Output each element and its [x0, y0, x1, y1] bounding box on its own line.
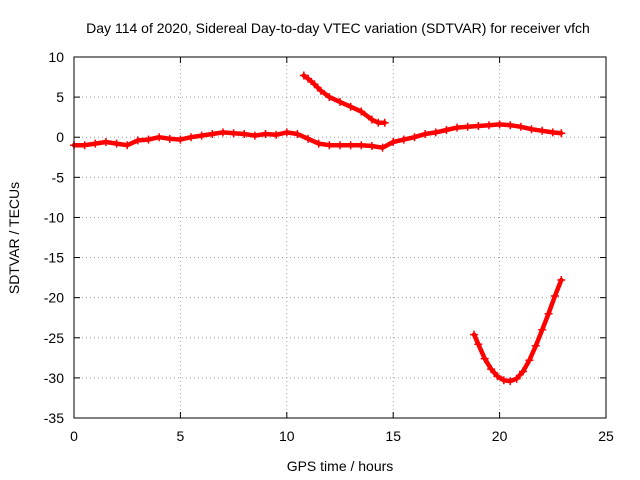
- series-band: [471, 277, 564, 384]
- data-point: [506, 121, 515, 130]
- y-tick-label: -30: [44, 370, 64, 386]
- data-point: [293, 130, 302, 139]
- data-point: [346, 141, 355, 150]
- y-tick-label: -20: [44, 290, 64, 306]
- data-point: [155, 133, 164, 142]
- data-point: [367, 142, 376, 151]
- data-point: [525, 356, 534, 365]
- data-point: [538, 126, 547, 135]
- data-point: [325, 141, 334, 150]
- data-point: [538, 325, 547, 334]
- data-point: [346, 102, 355, 111]
- data-point: [272, 130, 281, 139]
- data-point: [512, 374, 521, 383]
- data-point: [336, 141, 344, 150]
- data-point: [187, 133, 196, 142]
- y-tick-label: 10: [48, 49, 64, 65]
- y-tick-label: 5: [56, 89, 64, 105]
- data-point: [453, 123, 462, 132]
- data-point: [442, 126, 451, 135]
- data-point: [519, 367, 528, 376]
- data-point: [410, 133, 419, 142]
- data-point: [421, 130, 430, 139]
- data-point: [282, 128, 291, 137]
- data-point: [487, 365, 496, 374]
- x-tick-label: 10: [279, 428, 295, 444]
- x-tick-label: 20: [492, 428, 508, 444]
- data-point: [304, 134, 313, 143]
- data-point: [299, 71, 308, 80]
- data-point: [389, 138, 398, 147]
- data-point: [197, 131, 206, 140]
- data-point: [208, 130, 217, 139]
- data-point: [80, 141, 89, 150]
- data-point: [325, 93, 334, 102]
- data-point: [144, 135, 153, 144]
- data-point: [380, 118, 389, 127]
- axis-ticks: 0 5 10 15 20 25 -35 -30 -25 -20 -15 -10 -5 0 5 10: [44, 49, 614, 444]
- data-point: [357, 107, 366, 116]
- x-axis-label: GPS time / hours: [287, 458, 394, 474]
- x-tick-label: 15: [385, 428, 401, 444]
- y-tick-label: -35: [44, 410, 64, 426]
- data-point: [527, 125, 536, 134]
- y-tick-label: -25: [44, 330, 64, 346]
- series-upper-arc: [299, 71, 389, 127]
- data-point: [316, 86, 325, 95]
- data-point: [557, 276, 566, 285]
- data-point: [91, 139, 100, 148]
- x-tick-label: 25: [598, 428, 614, 444]
- data-point: [516, 122, 525, 131]
- data-point: [123, 141, 132, 150]
- data-point: [314, 139, 323, 148]
- data-point: [357, 141, 366, 150]
- data-point: [431, 128, 440, 137]
- data-point: [480, 354, 489, 363]
- data-point: [495, 120, 504, 129]
- data-point: [165, 134, 174, 143]
- chart-title: Day 114 of 2020, Sidereal Day-to-day VTE…: [86, 20, 590, 36]
- data-series: [70, 71, 566, 386]
- x-tick-label: 5: [177, 428, 185, 444]
- data-point: [218, 128, 227, 137]
- data-point: [250, 131, 259, 140]
- data-point: [463, 122, 472, 131]
- series-lower-arc: [470, 276, 566, 386]
- data-point: [261, 130, 270, 139]
- y-tick-label: 0: [56, 129, 64, 145]
- y-tick-label: -5: [52, 169, 65, 185]
- data-point: [101, 138, 110, 147]
- data-point: [499, 376, 508, 385]
- data-point: [470, 330, 479, 339]
- data-point: [550, 292, 559, 301]
- data-point: [399, 135, 408, 144]
- data-point: [133, 136, 142, 145]
- y-axis-label: SDTVAR / TECUs: [6, 182, 22, 294]
- y-tick-label: -15: [44, 250, 64, 266]
- data-point: [548, 128, 557, 137]
- series-main-band: [70, 120, 566, 152]
- data-point: [493, 372, 502, 381]
- data-point: [474, 121, 483, 130]
- data-point: [336, 97, 344, 106]
- data-point: [506, 377, 515, 386]
- y-tick-label: -10: [44, 209, 64, 225]
- data-point: [304, 74, 313, 83]
- data-point: [544, 309, 553, 318]
- data-point: [310, 80, 319, 89]
- data-point: [367, 115, 376, 124]
- data-point: [176, 135, 185, 144]
- plot-frame: [73, 56, 607, 419]
- data-point: [240, 130, 249, 139]
- data-point: [229, 129, 238, 138]
- data-point: [484, 121, 493, 130]
- data-point: [531, 341, 540, 350]
- data-point: [474, 340, 483, 349]
- x-tick-label: 0: [70, 428, 78, 444]
- data-point: [557, 129, 566, 138]
- data-point: [112, 139, 121, 148]
- data-point: [378, 143, 387, 152]
